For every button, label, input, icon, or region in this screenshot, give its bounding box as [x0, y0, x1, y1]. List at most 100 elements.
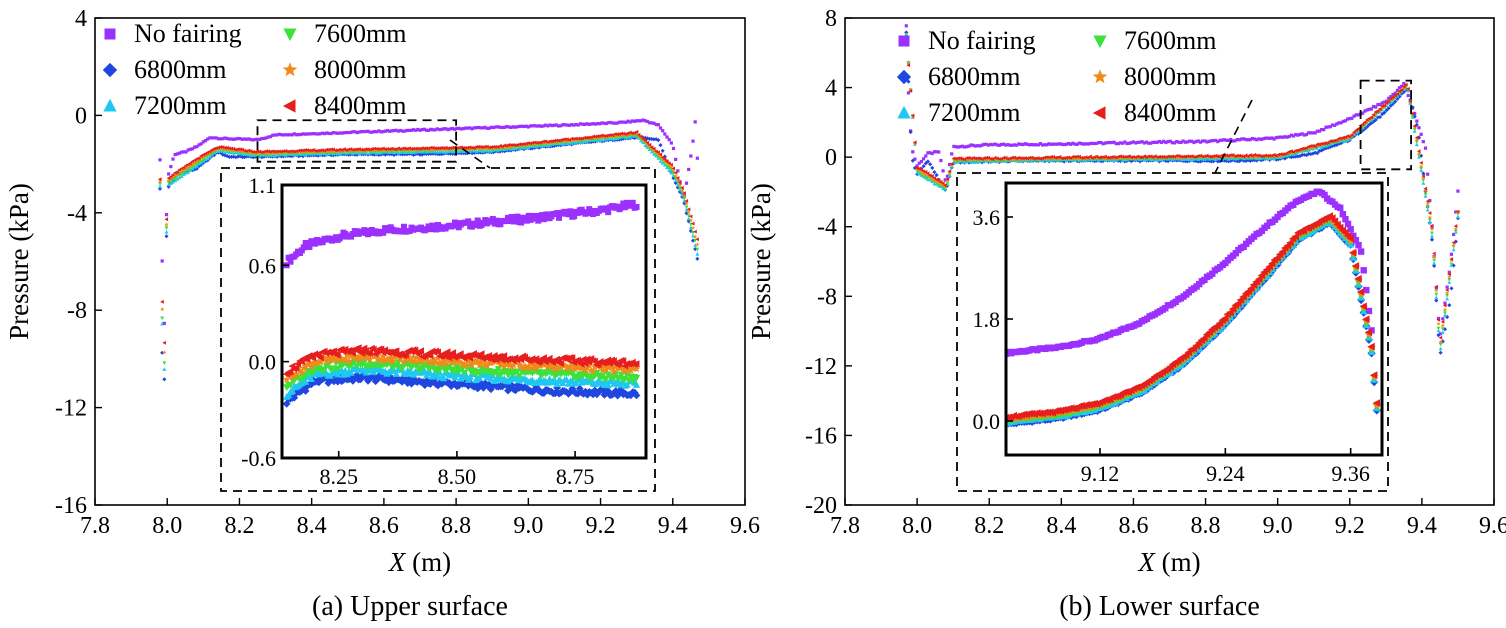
point-no-fairing — [641, 118, 645, 122]
point-8400mm — [326, 147, 331, 152]
point-8400mm — [290, 149, 294, 154]
point-8400mm — [530, 140, 535, 145]
point-8400mm — [477, 350, 485, 358]
point-no-fairing — [629, 199, 636, 206]
point-8400mm — [1111, 155, 1116, 159]
point-no-fairing — [234, 137, 238, 141]
point-8400mm — [656, 150, 660, 155]
point-no-fairing — [401, 129, 405, 133]
point-no-fairing — [1216, 140, 1220, 144]
point-no-fairing — [1099, 141, 1103, 145]
point-7200mm — [302, 377, 310, 385]
point-8000mm — [651, 148, 657, 153]
point-8400mm — [1382, 103, 1386, 108]
point-8400mm — [300, 148, 305, 153]
point-8400mm — [951, 156, 956, 161]
point-8000mm — [1365, 119, 1370, 124]
point-8400mm — [188, 161, 192, 166]
point-no-fairing — [180, 150, 184, 154]
point-no-fairing — [1153, 140, 1157, 144]
point-no-fairing — [557, 124, 561, 128]
point-no-fairing — [1415, 119, 1419, 123]
point-8000mm — [454, 357, 463, 366]
point-6800mm — [1129, 159, 1134, 164]
y-tick-label: -8 — [817, 284, 837, 310]
point-8400mm — [557, 359, 564, 368]
point-8400mm — [617, 132, 621, 136]
point-no-fairing — [1097, 140, 1101, 145]
point-no-fairing — [596, 122, 600, 126]
point-7200mm — [667, 168, 672, 172]
point-8400mm — [1034, 156, 1038, 161]
point-no-fairing — [624, 120, 628, 124]
point-8000mm — [1371, 114, 1376, 119]
point-6800mm — [407, 379, 416, 388]
point-6800mm — [373, 375, 382, 384]
point-8400mm — [413, 146, 418, 151]
point-8400mm — [487, 145, 491, 150]
point-no-fairing — [969, 143, 973, 147]
point-8000mm — [322, 356, 331, 365]
point-8400mm — [1001, 155, 1006, 160]
point-8000mm — [166, 178, 171, 183]
x-tick-label: 7.8 — [80, 513, 110, 539]
y-tick-label: -12 — [805, 354, 837, 380]
point-no-fairing — [1010, 143, 1014, 147]
point-no-fairing — [338, 131, 342, 135]
x-tick-label: 8.0 — [152, 513, 182, 539]
point-8400mm — [984, 155, 988, 160]
point-8400mm — [329, 147, 333, 152]
point-no-fairing — [1337, 204, 1344, 211]
point-8400mm — [660, 155, 665, 160]
point-no-fairing — [1339, 121, 1343, 125]
point-8000mm — [1442, 307, 1448, 312]
point-8400mm — [677, 181, 682, 185]
point-8000mm — [964, 157, 969, 162]
point-8400mm — [919, 167, 923, 172]
point-no-fairing — [1382, 100, 1386, 104]
point-8400mm — [266, 149, 270, 154]
point-no-fairing — [346, 130, 351, 135]
point-8400mm — [1427, 211, 1432, 215]
point-8000mm — [660, 157, 665, 161]
point-8000mm — [209, 149, 215, 154]
point-8000mm — [992, 157, 998, 162]
point-8400mm — [298, 148, 303, 153]
point-no-fairing — [268, 135, 273, 139]
point-no-fairing — [518, 219, 525, 226]
point-no-fairing — [1344, 220, 1352, 228]
point-8000mm — [969, 157, 974, 162]
point-8400mm — [1354, 128, 1358, 133]
point-8400mm — [1399, 88, 1404, 93]
point-8400mm — [1269, 153, 1274, 158]
point-no-fairing — [375, 130, 379, 134]
point-7600mm — [301, 151, 305, 156]
point-no-fairing — [945, 174, 949, 178]
point-no-fairing — [406, 228, 413, 235]
point-7200mm — [423, 371, 431, 379]
point-8400mm — [324, 147, 329, 152]
point-8400mm — [586, 135, 591, 140]
point-8400mm — [513, 143, 517, 148]
point-no-fairing — [1209, 270, 1216, 277]
point-6800mm — [1438, 350, 1443, 355]
point-no-fairing — [1110, 140, 1114, 145]
point-no-fairing — [1380, 101, 1384, 105]
point-no-fairing — [1276, 135, 1280, 139]
point-no-fairing — [598, 122, 602, 126]
point-no-fairing — [1086, 142, 1090, 146]
point-7200mm — [1447, 280, 1452, 284]
legend-marker-8400mm — [282, 99, 296, 113]
point-no-fairing — [1157, 139, 1162, 144]
point-no-fairing — [531, 124, 535, 128]
point-8000mm — [581, 365, 590, 373]
point-no-fairing — [554, 210, 561, 217]
point-no-fairing — [533, 212, 540, 219]
point-8400mm — [352, 147, 357, 152]
point-7200mm — [682, 198, 687, 203]
point-8400mm — [658, 152, 663, 157]
point-6800mm — [1384, 108, 1389, 113]
point-no-fairing — [1123, 140, 1127, 144]
point-8400mm — [402, 146, 407, 151]
point-8000mm — [619, 364, 628, 373]
